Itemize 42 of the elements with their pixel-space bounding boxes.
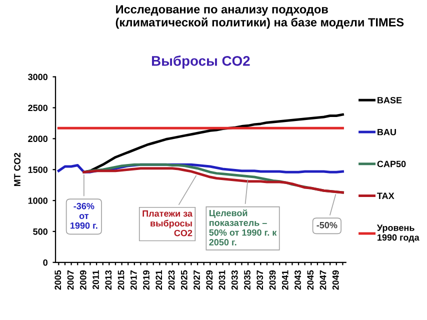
x-tick-label: 2027 — [194, 270, 200, 290]
x-tick-label: 2021 — [156, 270, 162, 290]
annotation: Платежи за выбросы CO2 — [142, 210, 193, 236]
x-tick-label: 2023 — [168, 270, 175, 290]
x-tick-label: 2005 — [54, 270, 62, 290]
annotation: -36% от 1990 г. — [70, 202, 98, 229]
legend-label: Уровень 1990 года — [376, 224, 420, 242]
x-tick-label: 2009 — [80, 270, 86, 290]
x-tick-label: 2013 — [105, 270, 112, 290]
chart-title: Исследование по анализу подходов (климатической политики) на базе модели TIMES — [116, 5, 404, 29]
x-tick-label: 2037 — [256, 270, 264, 290]
legend-label: CAP50 — [377, 160, 406, 168]
x-tick-label: 2045 — [307, 270, 314, 290]
legend-label: TAX — [377, 192, 394, 199]
x-tick-label: 2025 — [180, 270, 188, 290]
x-tick-label: 2035 — [244, 270, 250, 290]
chart-subtitle: Выбросы CO2 — [152, 56, 250, 69]
y-tick-label: 1000 — [28, 198, 48, 204]
y-tick-label: 2500 — [28, 104, 48, 112]
legend-label: BAU — [378, 128, 396, 136]
x-tick-label: 2031 — [218, 270, 226, 290]
y-tick-label: 500 — [33, 228, 48, 235]
x-tick-label: 2033 — [231, 270, 238, 290]
y-tick-label: 3000 — [28, 74, 48, 80]
y-axis-title: MT CO2 — [14, 152, 20, 186]
x-tick-label: 2011 — [92, 270, 99, 290]
x-tick-label: 2039 — [269, 270, 276, 290]
annotation: -50% — [316, 222, 338, 228]
x-tick-label: 2041 — [282, 270, 288, 290]
legend-label: BASE — [378, 96, 402, 104]
y-tick-label: 2000 — [28, 136, 48, 142]
x-tick-label: 2049 — [332, 270, 339, 290]
x-tick-label: 2015 — [118, 270, 124, 290]
x-tick-label: 2007 — [67, 270, 74, 290]
x-tick-label: 2029 — [206, 270, 213, 290]
annotation: Целевой показатель – 50% от 1990 г. к 2050 г. — [209, 209, 277, 246]
y-tick-label: 0 — [43, 259, 48, 266]
x-tick-label: 2047 — [320, 270, 326, 290]
x-tick-label: 2043 — [294, 270, 301, 290]
x-tick-label: 2019 — [143, 270, 150, 290]
x-tick-label: 2017 — [130, 270, 137, 290]
y-tick-label: 1500 — [28, 166, 48, 173]
